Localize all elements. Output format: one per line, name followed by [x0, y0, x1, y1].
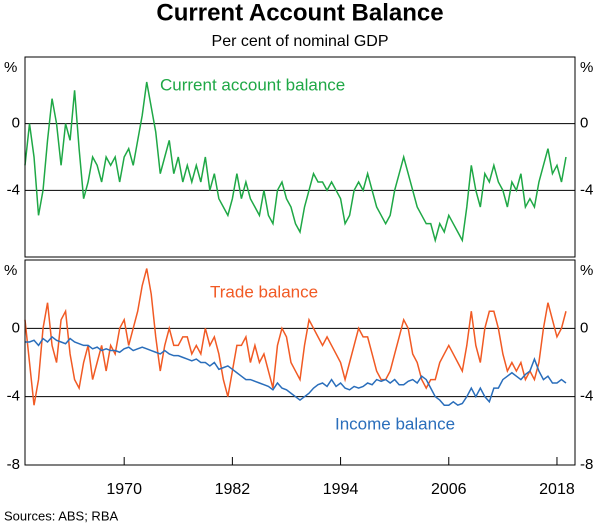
y-tick-label: -4 [580, 388, 593, 405]
y-tick-label: -4 [7, 388, 20, 405]
series-label: Trade balance [210, 282, 318, 301]
chart-subtitle: Per cent of nominal GDP [212, 33, 389, 50]
plot-frame [24, 56, 576, 258]
y-unit: % [4, 59, 17, 76]
series-line [24, 81, 567, 244]
chart-title: Current Account Balance [156, 0, 443, 26]
x-tick-label: 1994 [323, 481, 359, 498]
y-tick-label: -4 [580, 181, 593, 198]
x-tick-label: 1982 [215, 481, 251, 498]
y-tick-label: -4 [7, 181, 20, 198]
x-tick-label: 1970 [106, 481, 142, 498]
y-tick-label: 0 [580, 115, 588, 132]
y-tick-label: 0 [580, 319, 588, 336]
x-tick-label: 2018 [539, 481, 575, 498]
series-line [24, 268, 567, 406]
y-unit: % [580, 262, 593, 279]
source-note: Sources: ABS; RBA [4, 508, 118, 523]
y-tick-label: -8 [580, 456, 593, 473]
series-label: Income balance [335, 414, 455, 433]
y-unit: % [580, 59, 593, 76]
plot-frame [24, 259, 576, 466]
y-tick-label: 0 [12, 115, 20, 132]
x-tick-label: 2006 [431, 481, 467, 498]
series-label: Current account balance [160, 75, 345, 94]
y-tick-label: 0 [12, 319, 20, 336]
y-unit: % [4, 262, 17, 279]
y-tick-label: -8 [7, 456, 20, 473]
series-line [25, 335, 567, 407]
